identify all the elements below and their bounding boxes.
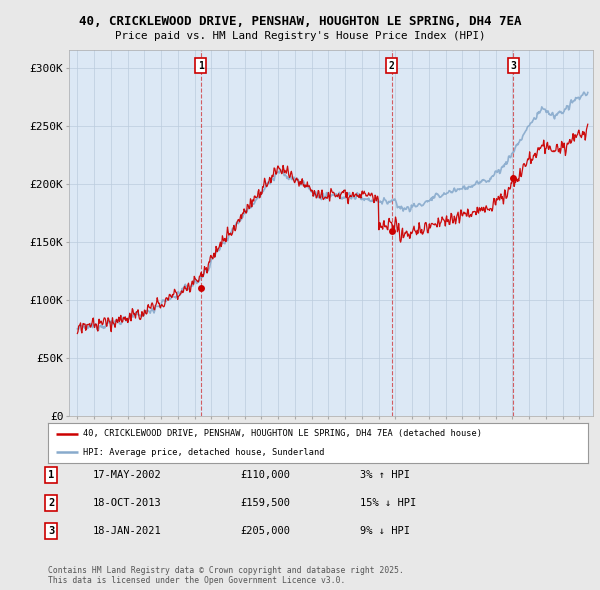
Text: Price paid vs. HM Land Registry's House Price Index (HPI): Price paid vs. HM Land Registry's House … <box>115 31 485 41</box>
Text: 3: 3 <box>48 526 54 536</box>
Text: 1: 1 <box>48 470 54 480</box>
Text: 2: 2 <box>48 498 54 507</box>
Text: HPI: Average price, detached house, Sunderland: HPI: Average price, detached house, Sund… <box>83 448 325 457</box>
Text: 3: 3 <box>511 61 516 71</box>
Text: 18-JAN-2021: 18-JAN-2021 <box>93 526 162 536</box>
Text: 18-OCT-2013: 18-OCT-2013 <box>93 498 162 507</box>
Text: 15% ↓ HPI: 15% ↓ HPI <box>360 498 416 507</box>
Text: £110,000: £110,000 <box>240 470 290 480</box>
Text: 9% ↓ HPI: 9% ↓ HPI <box>360 526 410 536</box>
Text: £159,500: £159,500 <box>240 498 290 507</box>
Text: Contains HM Land Registry data © Crown copyright and database right 2025.
This d: Contains HM Land Registry data © Crown c… <box>48 566 404 585</box>
Text: 2: 2 <box>389 61 395 71</box>
Text: 17-MAY-2002: 17-MAY-2002 <box>93 470 162 480</box>
Text: 1: 1 <box>198 61 203 71</box>
Text: 3% ↑ HPI: 3% ↑ HPI <box>360 470 410 480</box>
Text: 40, CRICKLEWOOD DRIVE, PENSHAW, HOUGHTON LE SPRING, DH4 7EA: 40, CRICKLEWOOD DRIVE, PENSHAW, HOUGHTON… <box>79 15 521 28</box>
Text: 40, CRICKLEWOOD DRIVE, PENSHAW, HOUGHTON LE SPRING, DH4 7EA (detached house): 40, CRICKLEWOOD DRIVE, PENSHAW, HOUGHTON… <box>83 430 482 438</box>
Text: £205,000: £205,000 <box>240 526 290 536</box>
